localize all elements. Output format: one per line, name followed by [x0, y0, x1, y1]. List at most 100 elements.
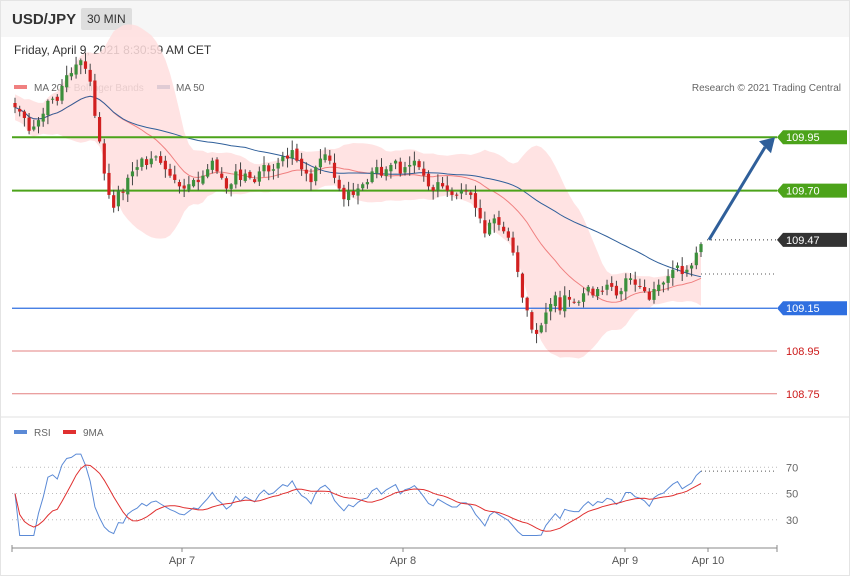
candle [243, 169, 247, 183]
level-tag-109.95 [777, 130, 847, 145]
candle [403, 161, 407, 176]
price-levels: 109.95 109.70 109.47 109.15 108.95 108.75 [12, 130, 847, 401]
candle [285, 147, 290, 168]
candle [191, 178, 196, 188]
candle [347, 181, 351, 207]
candle [248, 170, 252, 180]
candle [483, 211, 487, 238]
time-tick-label: Apr 9 [612, 555, 638, 567]
candle [365, 178, 369, 189]
candle [41, 107, 45, 127]
candle [661, 281, 666, 293]
candle [210, 157, 214, 174]
candle [304, 162, 308, 182]
candle [267, 163, 271, 181]
candle [497, 210, 501, 231]
time-tick-label: Apr 10 [692, 555, 724, 567]
candle [492, 214, 496, 233]
rsi-axis-label: 30 [786, 515, 798, 527]
ma50-legend-label: MA 50 [176, 83, 205, 94]
rsi-axis-label: 50 [786, 489, 798, 501]
candle [102, 138, 106, 181]
candle [440, 176, 445, 189]
candle [553, 291, 557, 313]
level-label-109.15: 109.15 [786, 303, 820, 315]
candle [220, 167, 224, 180]
candle [140, 157, 144, 171]
candle [379, 158, 384, 178]
candle [572, 298, 576, 304]
candle [596, 286, 600, 301]
candle [323, 147, 327, 163]
candle [55, 94, 59, 106]
candle [534, 323, 539, 344]
ma50-line [14, 95, 702, 278]
candle [97, 112, 102, 144]
candle [295, 143, 299, 163]
candle [182, 178, 186, 198]
candle [525, 296, 529, 317]
candle [234, 164, 238, 189]
forecast-arrow-shaft [707, 146, 767, 241]
candle [544, 302, 548, 333]
candle [309, 168, 313, 191]
forecast-arrow-head [759, 137, 775, 154]
candle [412, 151, 416, 174]
candle [337, 175, 341, 192]
candle [389, 162, 393, 179]
candle [135, 159, 139, 177]
candle [370, 167, 374, 184]
ma20-legend-swatch [14, 85, 27, 89]
candle [93, 73, 97, 119]
candle [455, 192, 459, 200]
candle [215, 157, 219, 174]
candle [431, 184, 435, 200]
candle [201, 170, 205, 186]
candle [647, 288, 651, 301]
candle [361, 182, 365, 191]
candle [168, 163, 172, 178]
candle [436, 174, 440, 198]
candle [516, 245, 520, 278]
candle [144, 156, 149, 170]
candle [539, 322, 543, 334]
candle [74, 56, 78, 79]
candle [610, 276, 614, 291]
level-tag-109.47 [777, 232, 847, 247]
candle [112, 189, 116, 213]
candle [13, 97, 17, 114]
candle [619, 287, 623, 301]
candle [666, 269, 670, 291]
candle [408, 156, 412, 176]
candle [257, 166, 261, 186]
level-label-109.95: 109.95 [786, 132, 820, 144]
time-tick-label: Apr 7 [169, 555, 195, 567]
candle [253, 175, 257, 184]
candle [384, 166, 388, 181]
level-tag-109.15 [777, 301, 847, 316]
candle [46, 99, 50, 125]
credit-text: Research © 2021 Trading Central [692, 83, 841, 94]
candle [628, 272, 633, 285]
candle [652, 281, 656, 304]
time-axis: Apr 7 Apr 8 Apr 9 Apr 10 [11, 545, 778, 567]
candle [60, 79, 64, 105]
candle [398, 157, 402, 177]
candle [450, 187, 454, 201]
candle [567, 290, 572, 307]
timeframe-button[interactable]: 30 MIN [81, 8, 132, 30]
candle [18, 105, 22, 117]
candle [624, 273, 628, 300]
candle [549, 298, 553, 321]
candle [121, 188, 125, 201]
candle [206, 164, 210, 179]
candle [459, 183, 463, 200]
candle [577, 300, 581, 306]
candle [177, 179, 182, 194]
rsi-ma-legend-label: 9MA [83, 428, 104, 439]
candle [657, 279, 661, 296]
rsi-axis-label: 70 [786, 462, 798, 474]
candle [22, 109, 26, 127]
candle [502, 221, 506, 234]
